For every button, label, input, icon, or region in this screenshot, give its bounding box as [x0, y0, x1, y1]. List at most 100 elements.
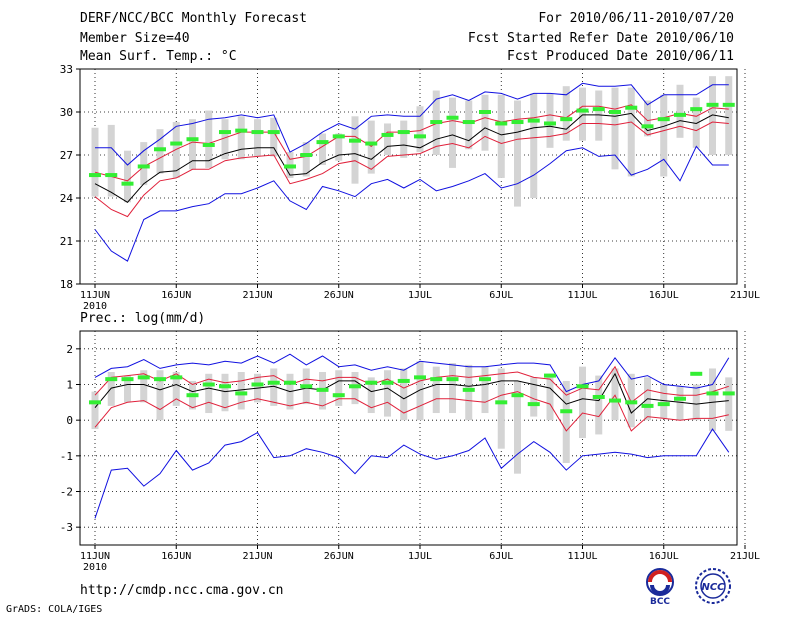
- prec-x-tick-label: 21JUL: [730, 551, 760, 562]
- prec-y-tick-label: -1: [60, 450, 73, 463]
- prec-box: [676, 386, 684, 421]
- temp-median-mark: [576, 108, 589, 113]
- temp-median-mark: [641, 124, 654, 129]
- prec-box: [579, 366, 586, 438]
- temp-median-mark: [690, 107, 703, 112]
- prec-median-mark: [251, 382, 264, 387]
- temp-median-mark: [495, 121, 508, 126]
- temp-box: [319, 133, 326, 166]
- temp-median-mark: [349, 138, 361, 143]
- prec-x-tick-label: 1JUL: [408, 551, 432, 562]
- temp-box: [692, 97, 700, 148]
- temp-median-mark: [89, 173, 101, 178]
- temp-median-mark: [105, 173, 118, 178]
- temp-box: [709, 76, 716, 155]
- prec-box: [692, 384, 700, 421]
- temp-median-mark: [560, 117, 573, 122]
- prec-median-mark: [446, 377, 459, 382]
- prec-box: [595, 375, 603, 435]
- forecast-period: For 2010/06/11-2010/07/20: [538, 11, 734, 26]
- temp-x-tick-label: 16JUL: [649, 290, 679, 301]
- prec-box: [237, 372, 245, 410]
- temp-median-mark: [121, 181, 134, 186]
- temp-y-tick-label: 18: [60, 278, 73, 291]
- ncc-logo: NCC: [695, 568, 731, 604]
- prec-box: [611, 368, 619, 421]
- temp-box: [335, 133, 343, 161]
- prec-series-line: [94, 353, 730, 393]
- prec-x-tick-label: 11JUL: [567, 551, 597, 562]
- temp-box: [660, 94, 668, 177]
- prec-series-line: [94, 391, 729, 432]
- prec-median-mark: [706, 391, 719, 396]
- temp-box: [530, 93, 538, 198]
- temp-median-mark: [235, 128, 248, 133]
- temp-median-mark: [544, 121, 556, 126]
- temp-median-mark: [332, 134, 345, 139]
- temp-median-mark: [397, 130, 410, 135]
- prec-median-mark: [349, 384, 361, 389]
- prec-frame: [79, 330, 738, 546]
- prec-median-mark: [527, 402, 540, 407]
- temp-median-mark: [365, 141, 378, 146]
- temp-box: [221, 119, 229, 160]
- temp-median-mark: [381, 132, 394, 137]
- prec-median-mark: [430, 377, 443, 382]
- temp-x-tick-label: 1JUL: [408, 290, 432, 301]
- prec-median-mark: [479, 377, 491, 382]
- temp-box: [611, 87, 619, 170]
- temp-box: [140, 142, 148, 186]
- prec-median-mark: [511, 393, 524, 398]
- prec-median-mark: [170, 375, 183, 380]
- chart-title: DERF/NCC/BCC Monthly Forecast: [80, 11, 307, 26]
- temp-box: [579, 87, 586, 141]
- prec-box: [416, 361, 424, 421]
- temp-box: [91, 127, 99, 197]
- temp-box: [644, 100, 651, 137]
- temp-box: [449, 97, 456, 168]
- produced-date: Fcst Produced Date 2010/06/11: [507, 49, 734, 64]
- temp-x-tick-label: 16JUN: [161, 290, 191, 301]
- prec-x-tick-label: 6JUL: [489, 551, 513, 562]
- temp-median-mark: [706, 102, 719, 107]
- prec-median-mark: [154, 377, 166, 382]
- prec-median-mark: [121, 377, 134, 382]
- source-url[interactable]: http://cmdp.ncc.cma.gov.cn: [80, 583, 284, 598]
- prec-box: [660, 384, 668, 419]
- prec-median-mark: [690, 371, 703, 376]
- prec-median-mark: [381, 380, 394, 385]
- prec-box: [514, 380, 521, 474]
- prec-box: [124, 375, 131, 403]
- prec-median-mark: [609, 398, 621, 403]
- prec-median-mark: [267, 380, 280, 385]
- prec-median-mark: [641, 403, 654, 408]
- prec-box: [140, 370, 148, 403]
- temp-x-tick-label: 11JUN: [80, 290, 110, 301]
- prec-median-mark: [657, 402, 670, 407]
- prec-median-mark: [332, 393, 345, 398]
- prec-series-line: [94, 428, 730, 519]
- prec-box: [481, 366, 489, 414]
- prec-y-tick-label: 2: [66, 343, 73, 356]
- prec-median-mark: [397, 378, 410, 383]
- ncc-logo-text: NCC: [701, 582, 725, 593]
- temp-median-mark: [657, 117, 670, 122]
- temp-median-mark: [609, 110, 621, 114]
- prec-median-mark: [89, 400, 101, 405]
- prec-box: [270, 368, 278, 406]
- prec-box: [709, 368, 716, 431]
- temp-median-mark: [202, 142, 215, 147]
- prec-median-mark: [137, 375, 150, 380]
- temp-x-tick-label: 6JUL: [489, 290, 513, 301]
- temp-box: [254, 119, 261, 157]
- temp-median-mark: [479, 110, 491, 114]
- prec-series-line: [94, 365, 729, 404]
- prec-y-tick-label: -3: [60, 521, 73, 534]
- prec-box: [91, 391, 99, 430]
- temp-series-line: [95, 82, 729, 166]
- prec-x-tick-label: 26JUN: [324, 551, 354, 562]
- temp-box: [124, 150, 131, 203]
- prec-box: [530, 377, 538, 417]
- temp-box: [627, 87, 635, 177]
- temp-median-mark: [284, 164, 296, 169]
